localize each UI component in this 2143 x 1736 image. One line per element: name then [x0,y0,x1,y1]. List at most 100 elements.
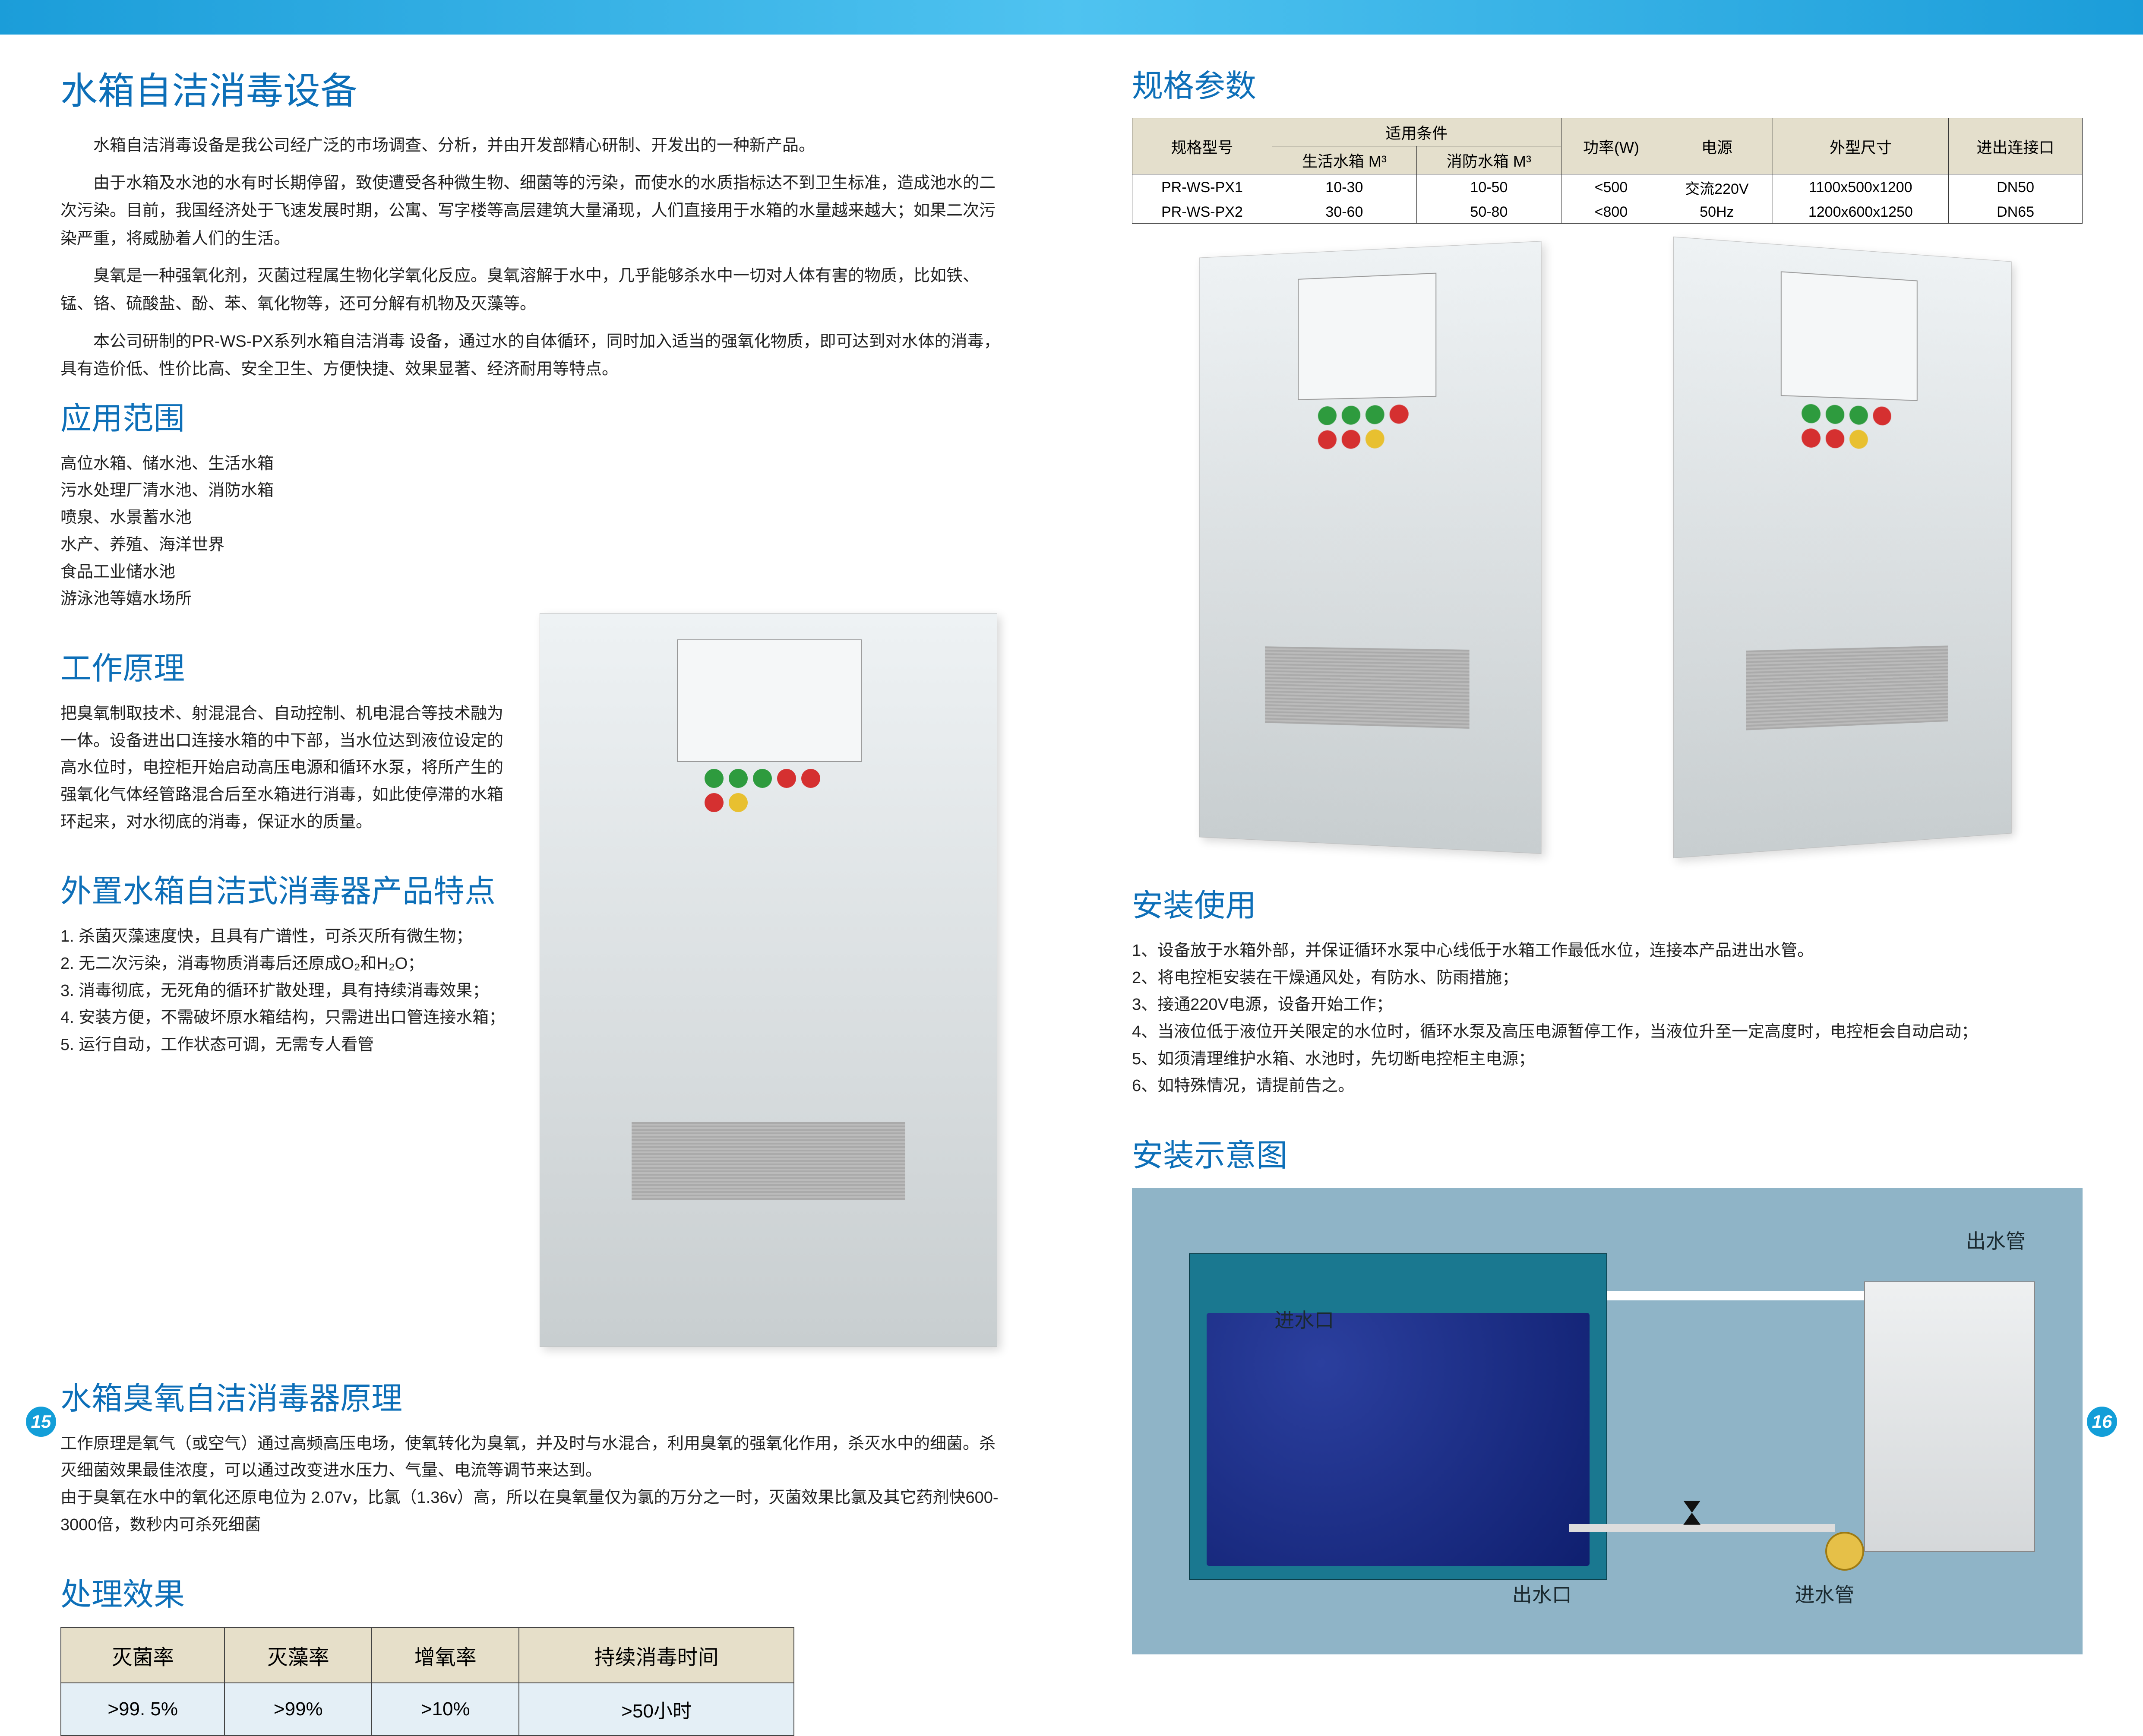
spec-cell: <500 [1561,174,1661,201]
spec-cell: PR-WS-PX1 [1132,174,1272,201]
equipment-image-front [540,613,997,1347]
install-l5: 5、如须清理维护水箱、水池时，先切断电控柜主电源； [1132,1046,2083,1073]
feat-l3: 3. 消毒彻底，无死角的循环扩散处理，具有持续消毒效果； [60,977,518,1005]
diagram-water [1207,1313,1590,1566]
diagram-valve-icon [1683,1501,1700,1525]
table-row: >99. 5% >99% >10% >50小时 [61,1683,794,1736]
effect-v1: >99. 5% [61,1683,224,1736]
diagram-pipe-top [1607,1291,1864,1300]
spec-cell: PR-WS-PX2 [1132,201,1272,224]
intro-p1: 水箱自洁消毒设备是我公司经广泛的市场调查、分析，并由开发部精心研制、开发出的一种… [60,132,1011,160]
table-row: 规格型号 适用条件 功率(W) 电源 外型尺寸 进出连接口 [1132,118,2083,146]
app-l5: 食品工业储水池 [60,559,518,586]
principle-title: 水箱臭氧自洁消毒器原理 [60,1373,1011,1418]
app-l3: 喷泉、水景蓄水池 [60,504,518,531]
app-l6: 游泳池等嬉水场所 [60,585,518,613]
intro-p4: 本公司研制的PR-WS-PX系列水箱自洁消毒 设备，通过水的自体循环，同时加入适… [60,328,1011,383]
feat-l4: 4. 安装方便，不需破坏原水箱结构，只需进出口管连接水箱； [60,1004,518,1031]
spec-h-cond: 适用条件 [1272,118,1561,146]
page-number-right: 16 [2087,1407,2117,1437]
panel-indicators [1802,404,1896,449]
effect-h1: 灭菌率 [61,1628,224,1683]
spec-cell: 交流220V [1661,174,1773,201]
application-block: 应用范围 高位水箱、储水池、生活水箱 污水处理厂清水池、消防水箱 喷泉、水景蓄水… [60,393,518,613]
work-title: 工作原理 [60,643,518,688]
effect-h2: 灭藻率 [224,1628,372,1683]
table-row: 灭菌率 灭藻率 增氧率 持续消毒时间 [61,1628,794,1683]
intro-p2: 由于水箱及水池的水有时长期停留，致使遭受各种微生物、细菌等的污染，而使水的水质指… [60,169,1011,253]
feat-l1: 1. 杀菌灭藻速度快，且具有广谱性，可杀灭所有微生物； [60,923,518,950]
right-page: 规格参数 规格型号 适用条件 功率(W) 电源 外型尺寸 进出连接口 生活水箱 … [1072,0,2143,1454]
app-l2: 污水处理厂清水池、消防水箱 [60,477,518,504]
spec-h-power: 功率(W) [1561,118,1661,174]
effect-v4: >50小时 [519,1683,794,1736]
equipment-image-angle1 [1199,241,1541,854]
left-page: 水箱自洁消毒设备 水箱自洁消毒设备是我公司经广泛的市场调查、分析，并由开发部精心… [0,0,1072,1454]
effect-block: 处理效果 灭菌率 灭藻率 增氧率 持续消毒时间 >99. 5% >99% >10… [60,1569,1011,1736]
principle-p1: 工作原理是氧气（或空气）通过高频高压电场，使氧转化为臭氧，并及时与水混合，利用臭… [60,1430,1011,1484]
install-title: 安装使用 [1132,880,2083,925]
effect-title: 处理效果 [60,1569,1011,1614]
spec-h-fire: 消防水箱 M³ [1416,146,1561,174]
spec-cell: DN65 [1949,201,2083,224]
principle-block: 水箱臭氧自洁消毒器原理 工作原理是氧气（或空气）通过高频高压电场，使氧转化为臭氧… [60,1373,1011,1539]
page-number-left: 15 [26,1407,56,1437]
feat-l2: 2. 无二次污染，消毒物质消毒后还原成O₂和H₂O； [60,950,518,977]
work-text: 把臭氧制取技术、射混混合、自动控制、机电混合等技术融为一体。设备进出口连接水箱的… [60,700,518,835]
spec-cell: 10-50 [1416,174,1561,201]
two-col-block: 应用范围 高位水箱、储水池、生活水箱 污水处理厂清水池、消防水箱 喷泉、水景蓄水… [60,393,1011,1347]
top-bar [0,0,1072,35]
work-block: 工作原理 把臭氧制取技术、射混混合、自动控制、机电混合等技术融为一体。设备进出口… [60,643,518,835]
application-title: 应用范围 [60,393,518,438]
spec-cell: 1100x500x1200 [1773,174,1948,201]
diagram-label-in-pipe: 进水管 [1795,1579,1855,1608]
spec-cell: 50Hz [1661,201,1773,224]
main-title: 水箱自洁消毒设备 [60,60,1011,114]
spec-h-size: 外型尺寸 [1773,118,1948,174]
features-title: 外置水箱自洁式消毒器产品特点 [60,866,518,911]
top-bar [1072,0,2143,35]
diagram-pump-icon [1825,1532,1864,1571]
spec-cell: 10-30 [1272,174,1416,201]
install-l2: 2、将电控柜安装在干燥通风处，有防水、防雨措施； [1132,964,2083,992]
spec-cell: DN50 [1949,174,2083,201]
diagram-block: 安装示意图 出水管 进水口 出水口 进水管 [1132,1130,2083,1654]
diagram-label-in-port: 进水口 [1274,1305,1334,1333]
table-row: PR-WS-PX1 10-30 10-50 <500 交流220V 1100x5… [1132,174,2083,201]
effect-h4: 持续消毒时间 [519,1628,794,1683]
feat-l5: 5. 运行自动，工作状态可调，无需专人看管 [60,1031,518,1059]
equipment-images [1132,250,2083,845]
principle-p2: 由于臭氧在水中的氧化还原电位为 2.07v，比氯（1.36v）高，所以在臭氧量仅… [60,1484,1011,1538]
spec-h-port: 进出连接口 [1949,118,2083,174]
spec-cell: <800 [1561,201,1661,224]
features-block: 外置水箱自洁式消毒器产品特点 1. 杀菌灭藻速度快，且具有广谱性，可杀灭所有微生… [60,866,518,1058]
spec-h-model: 规格型号 [1132,118,1272,174]
left-text-column: 应用范围 高位水箱、储水池、生活水箱 污水处理厂清水池、消防水箱 喷泉、水景蓄水… [60,393,518,1347]
install-l1: 1、设备放于水箱外部，并保证循环水泵中心线低于水箱工作最低水位，连接本产品进出水… [1132,937,2083,964]
diagram-title: 安装示意图 [1132,1130,2083,1175]
spec-h-source: 电源 [1661,118,1773,174]
effect-v3: >10% [372,1683,519,1736]
spec-cell: 30-60 [1272,201,1416,224]
panel-indicators [1318,404,1413,449]
spec-cell: 1200x600x1250 [1773,201,1948,224]
diagram-tank [1189,1253,1607,1580]
diagram-label-out-port: 出水口 [1512,1579,1572,1608]
spec-table: 规格型号 适用条件 功率(W) 电源 外型尺寸 进出连接口 生活水箱 M³ 消防… [1132,118,2083,224]
install-l3: 3、接通220V电源，设备开始工作； [1132,991,2083,1018]
spec-cell: 50-80 [1416,201,1561,224]
effect-h3: 增氧率 [372,1628,519,1683]
diagram-pipe-bottom [1569,1524,1836,1532]
spec-h-life: 生活水箱 M³ [1272,146,1416,174]
spec-title: 规格参数 [1132,60,2083,106]
diagram-label-out-pipe: 出水管 [1966,1226,2026,1254]
app-l1: 高位水箱、储水池、生活水箱 [60,450,518,477]
install-block: 安装使用 1、设备放于水箱外部，并保证循环水泵中心线低于水箱工作最低水位，连接本… [1132,880,2083,1100]
table-row: PR-WS-PX2 30-60 50-80 <800 50Hz 1200x600… [1132,201,2083,224]
effect-table: 灭菌率 灭藻率 增氧率 持续消毒时间 >99. 5% >99% >10% >50… [60,1627,794,1736]
install-l4: 4、当液位低于液位开关限定的水位时，循环水泵及高压电源暂停工作，当液位升至一定高… [1132,1018,2083,1046]
equipment-image-angle2 [1673,237,2011,858]
install-l6: 6、如特殊情况，请提前告之。 [1132,1072,2083,1100]
effect-v2: >99% [224,1683,372,1736]
app-l4: 水产、养殖、海洋世界 [60,531,518,559]
